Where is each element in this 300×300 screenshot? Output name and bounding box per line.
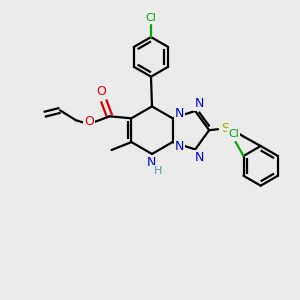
Text: N: N <box>194 151 204 164</box>
Text: O: O <box>84 115 94 128</box>
Text: N: N <box>194 97 204 110</box>
Text: H: H <box>154 166 162 176</box>
Text: O: O <box>97 85 106 98</box>
Text: N: N <box>175 107 184 120</box>
Text: N: N <box>146 156 156 170</box>
Text: N: N <box>175 140 184 152</box>
Text: Cl: Cl <box>146 13 156 23</box>
Text: S: S <box>221 122 229 135</box>
Text: Cl: Cl <box>228 129 239 139</box>
